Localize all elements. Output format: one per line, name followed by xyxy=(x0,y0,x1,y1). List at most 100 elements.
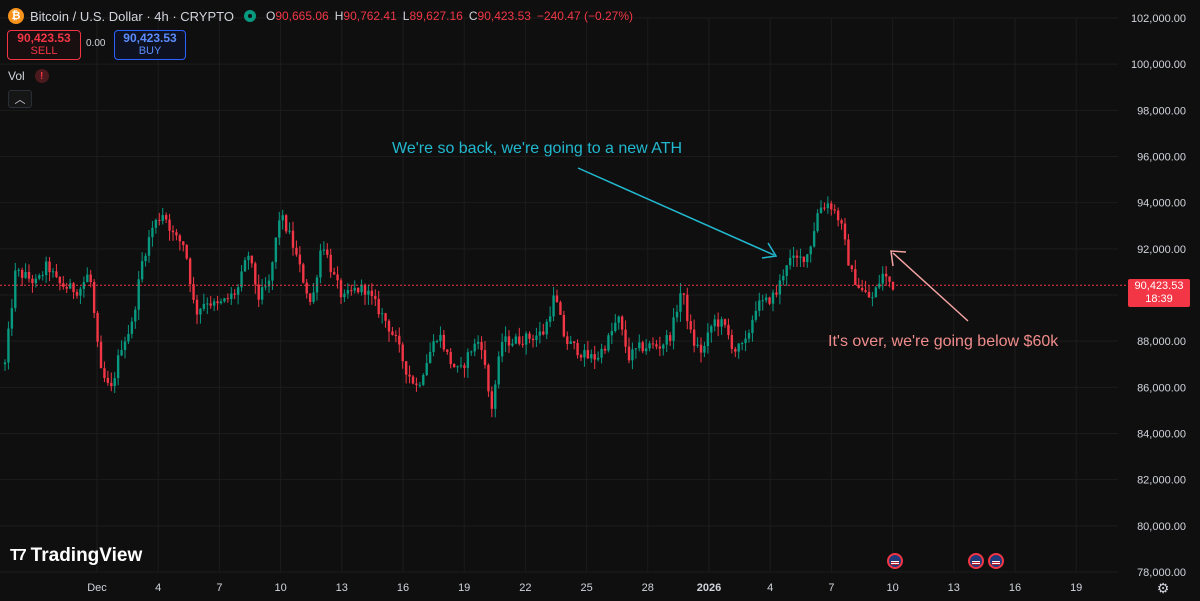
candle xyxy=(840,218,843,230)
buy-button[interactable]: 90,423.53 BUY xyxy=(114,30,186,60)
candle-body xyxy=(785,265,788,276)
candle-body xyxy=(374,296,377,300)
candle-body xyxy=(590,354,593,359)
candle xyxy=(82,276,86,298)
candle-body xyxy=(271,262,274,281)
warning-icon[interactable]: ! xyxy=(34,69,49,83)
candle xyxy=(463,362,466,378)
candle xyxy=(830,200,833,216)
candle-body xyxy=(168,219,171,231)
candle-body xyxy=(384,313,387,321)
candle-body xyxy=(740,343,744,345)
candle xyxy=(302,262,305,284)
candle xyxy=(713,314,716,332)
us-flag-icon[interactable] xyxy=(968,553,984,569)
us-flag-icon[interactable] xyxy=(988,553,1004,569)
candle xyxy=(14,262,17,312)
candle xyxy=(147,230,151,263)
candle-body xyxy=(154,219,158,228)
candle xyxy=(182,241,185,252)
candle xyxy=(686,287,689,330)
candle xyxy=(92,278,96,319)
candle-body xyxy=(874,287,878,298)
candle-body xyxy=(566,336,569,344)
candle xyxy=(68,278,72,289)
candle xyxy=(747,329,751,343)
candle-body xyxy=(545,321,548,335)
candle-body xyxy=(864,290,867,292)
candle xyxy=(596,351,600,362)
candle-body xyxy=(336,274,339,281)
open-key: O xyxy=(265,9,276,23)
candle xyxy=(161,207,164,225)
candle-body xyxy=(593,354,596,360)
candle xyxy=(710,324,713,343)
candle-body xyxy=(799,256,802,258)
candle-body xyxy=(819,207,823,214)
candle-body xyxy=(692,329,696,346)
time-axis: Dec 4 7 10 13 16 19 22 25 28 2026 4 7 10 13 16 19 xyxy=(87,582,1082,594)
candle xyxy=(476,335,480,350)
candle xyxy=(428,342,432,364)
candle-body xyxy=(223,298,226,302)
candle-body xyxy=(806,254,809,263)
candle xyxy=(212,298,216,312)
y-tick-label: 100,000.00 xyxy=(1131,59,1186,71)
candle xyxy=(470,350,473,356)
candle xyxy=(233,289,236,300)
candle xyxy=(363,283,367,305)
candle xyxy=(278,211,281,246)
candle xyxy=(638,334,641,352)
candle xyxy=(737,343,740,359)
candle xyxy=(504,326,507,352)
annotation-bullish[interactable]: We're so back, we're going to a new ATH xyxy=(392,140,683,157)
candle xyxy=(171,225,175,241)
candle xyxy=(175,228,178,241)
candle-body xyxy=(514,336,518,344)
y-tick-label: 92,000.00 xyxy=(1137,244,1186,256)
candle-body xyxy=(151,227,154,238)
symbol-title[interactable]: Bitcoin / U.S. Dollar · 4h · CRYPTO xyxy=(30,8,234,24)
candle-body xyxy=(65,286,68,289)
candle xyxy=(99,335,103,369)
candle-body xyxy=(651,343,655,345)
y-tick-label: 102,000.00 xyxy=(1131,13,1186,25)
candle xyxy=(524,331,528,355)
candle xyxy=(466,348,470,378)
candle-body xyxy=(185,245,188,259)
candle-body xyxy=(240,271,243,288)
candle xyxy=(593,345,596,370)
candle xyxy=(459,356,463,369)
candle-body xyxy=(274,237,278,263)
candle xyxy=(864,280,867,294)
candle xyxy=(583,344,586,367)
annotation-bearish[interactable]: It's over, we're going below $60k xyxy=(828,333,1059,350)
candle xyxy=(528,331,531,344)
candle xyxy=(209,295,212,309)
candle-body xyxy=(456,366,459,368)
candle xyxy=(20,267,24,287)
candle-body xyxy=(164,215,168,220)
candle-body xyxy=(236,287,240,295)
volume-indicator[interactable]: Vol ! xyxy=(8,69,49,83)
settings-gear-icon[interactable]: ⚙ xyxy=(1156,580,1170,596)
candle-body xyxy=(380,313,384,315)
us-flag-icon[interactable] xyxy=(887,553,903,569)
candle-body xyxy=(367,290,370,295)
candle xyxy=(655,340,658,350)
y-tick-label: 80,000.00 xyxy=(1137,521,1186,533)
x-tick-label: 4 xyxy=(155,582,161,594)
candle-body xyxy=(672,317,675,341)
candle xyxy=(720,316,723,335)
collapse-button[interactable]: ︿ xyxy=(8,90,32,108)
candle xyxy=(792,246,795,267)
sell-button[interactable]: 90,423.53 SELL xyxy=(7,30,81,60)
candle xyxy=(439,326,442,348)
candle xyxy=(446,349,449,355)
candle xyxy=(398,327,401,353)
candle-body xyxy=(518,336,521,344)
candle-body xyxy=(792,255,795,258)
candle-body xyxy=(627,346,631,361)
candle-body xyxy=(723,319,727,325)
